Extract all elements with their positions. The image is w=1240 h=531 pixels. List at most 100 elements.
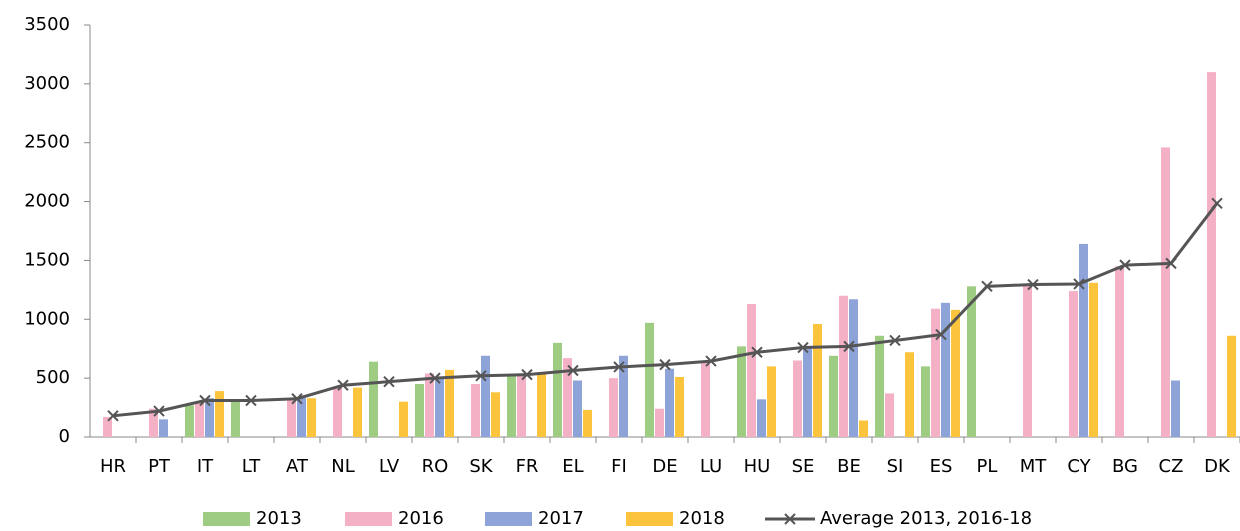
bar (287, 400, 296, 437)
bar (507, 375, 516, 437)
bar (875, 335, 884, 437)
x-tick-label: LU (700, 456, 722, 477)
marker (1073, 278, 1085, 290)
bar (553, 342, 562, 437)
marker (107, 410, 119, 422)
bar (813, 323, 822, 437)
bar (481, 355, 490, 437)
x-tick-label: ES (930, 456, 953, 477)
x-tick-label: IT (197, 456, 214, 477)
bar (905, 352, 914, 437)
bar (967, 286, 976, 437)
x-tick-label: RO (422, 456, 449, 477)
marker (567, 364, 579, 377)
bar (333, 387, 342, 437)
bar (1079, 243, 1088, 437)
x-tick-label: CY (1067, 456, 1091, 477)
marker (383, 375, 395, 388)
bar (415, 384, 424, 437)
bar (701, 361, 710, 437)
y-tick-label: 2500 (24, 132, 70, 153)
marker (1027, 278, 1039, 291)
bar (803, 346, 812, 437)
bar (149, 408, 158, 437)
marker (935, 328, 947, 341)
x-tick-label: BE (837, 456, 861, 477)
marker (613, 361, 625, 373)
y-tick-label: 1500 (24, 249, 70, 270)
bar (1227, 335, 1236, 437)
legend-label: Average 2013, 2016-18 (820, 508, 1032, 529)
bar (537, 373, 546, 437)
x-tick-label: SI (887, 456, 904, 477)
x-tick-label: EL (562, 456, 583, 477)
x-tick-label: NL (331, 456, 355, 477)
bar (159, 419, 168, 437)
bar (369, 361, 378, 437)
marker (843, 340, 855, 353)
bar (1171, 380, 1180, 437)
legend-label: 2013 (256, 508, 302, 529)
y-tick-label: 2000 (24, 191, 70, 212)
marker (889, 334, 901, 347)
marker (429, 372, 441, 384)
x-tick-label: LT (242, 456, 262, 477)
bar (583, 409, 592, 437)
bar (849, 299, 858, 437)
bar (1069, 291, 1078, 437)
marker (245, 394, 257, 407)
x-tick-label: PT (148, 456, 171, 477)
bar (205, 398, 214, 437)
x-tick-label: AT (286, 456, 309, 477)
marker (981, 280, 993, 293)
y-tick-label: 1000 (24, 308, 70, 329)
x-tick-label: BG (1112, 456, 1138, 477)
bar (1023, 285, 1032, 437)
y-tick-label: 3000 (24, 73, 70, 94)
bar (185, 405, 194, 437)
bar (399, 401, 408, 437)
bar (307, 398, 316, 437)
bar (859, 420, 868, 437)
bar (609, 378, 618, 437)
legend-label: 2017 (538, 508, 584, 529)
bar (573, 380, 582, 437)
bar (793, 360, 802, 437)
marker (199, 394, 211, 407)
legend-swatch (345, 512, 392, 526)
bar (829, 355, 838, 437)
bar (103, 416, 112, 437)
x-tick-label: SK (469, 456, 493, 477)
bar (1161, 147, 1170, 437)
marker (337, 379, 349, 391)
bar (1115, 266, 1124, 437)
marker (1119, 259, 1131, 271)
bar (951, 309, 960, 437)
y-tick-label: 3500 (24, 14, 70, 35)
bar (921, 366, 930, 437)
marker (1211, 197, 1223, 210)
bar (665, 368, 674, 437)
x-tick-label: FI (611, 456, 627, 477)
bar (1207, 72, 1216, 437)
bar (297, 398, 306, 437)
bar (737, 346, 746, 437)
bar (931, 308, 940, 437)
marker (153, 405, 165, 417)
bar (231, 400, 240, 437)
legend-swatch (203, 512, 250, 526)
legend-marker (784, 513, 796, 525)
legend-swatch (626, 512, 673, 526)
marker (291, 393, 303, 405)
x-tick-label: DK (1204, 456, 1231, 477)
x-tick-label: MT (1020, 456, 1048, 477)
y-tick-label: 0 (59, 426, 70, 447)
legend-label: 2018 (679, 508, 725, 529)
legend-label: 2016 (398, 508, 444, 529)
bar (1089, 282, 1098, 437)
marker (1165, 257, 1177, 270)
bar (215, 391, 224, 437)
bar (619, 355, 628, 437)
marker (797, 341, 809, 354)
bar (839, 295, 848, 437)
